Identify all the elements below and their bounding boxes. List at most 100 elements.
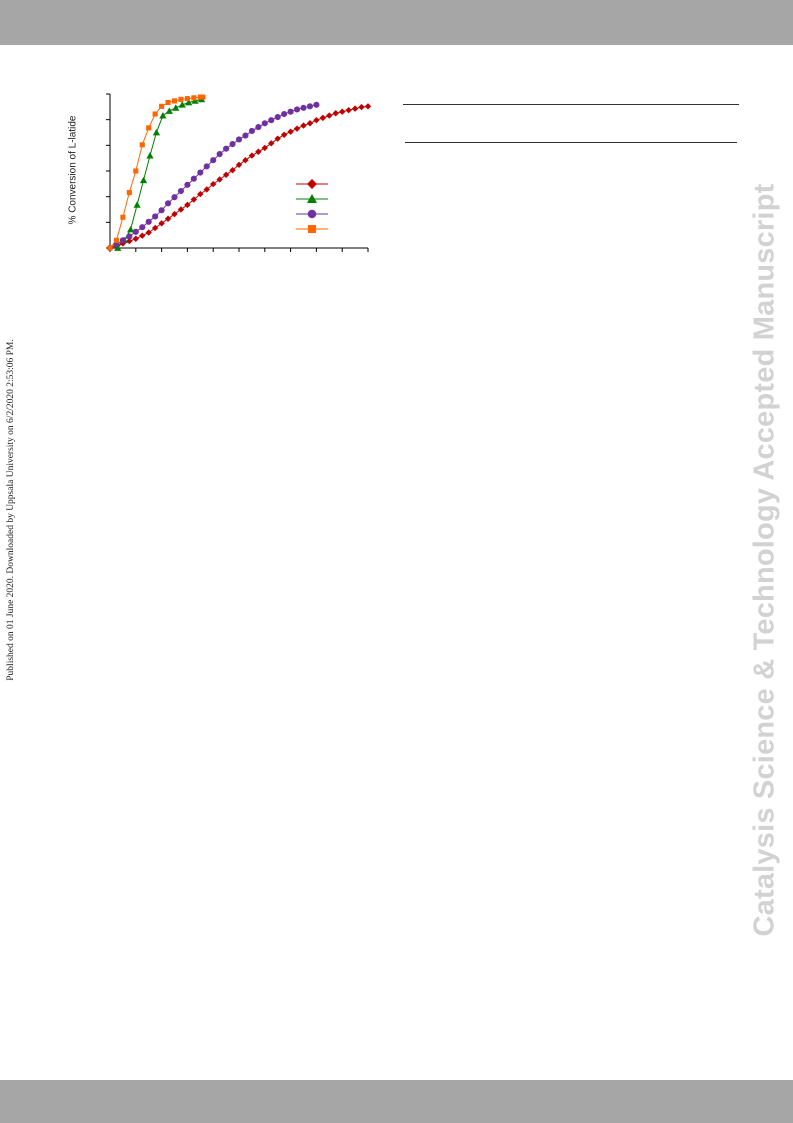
data-point-diamond: [197, 190, 204, 198]
data-point-circle: [119, 237, 126, 244]
data-point-diamond: [339, 108, 346, 115]
data-point-diamond: [210, 180, 217, 188]
data-point-circle: [210, 157, 217, 164]
data-point-square: [107, 245, 113, 251]
publication-note-text: Published on 01 June 2020. Downloaded by…: [6, 339, 16, 681]
data-point-circle: [184, 181, 191, 188]
chart-series-lines: [109, 96, 369, 249]
data-point-circle: [145, 218, 152, 225]
data-point-circle: [229, 140, 236, 148]
data-point-circle: [281, 110, 288, 118]
data-point-diamond: [345, 106, 352, 114]
data-point-circle: [171, 194, 178, 201]
data-point-triangle: [152, 128, 161, 136]
table-header-rule: [405, 142, 737, 143]
legend-marker-diamond: [307, 179, 317, 189]
data-point-square: [152, 111, 158, 117]
data-point-circle: [139, 224, 146, 231]
data-point-circle: [268, 117, 275, 124]
data-point-square: [191, 95, 197, 101]
data-point-diamond: [184, 201, 191, 209]
data-point-square: [184, 96, 190, 102]
data-point-square: [120, 214, 126, 220]
data-point-triangle: [172, 104, 180, 111]
data-point-diamond: [332, 110, 339, 117]
data-point-circle: [287, 108, 294, 115]
data-point-triangle: [185, 98, 193, 106]
data-point-circle: [313, 101, 320, 108]
data-point-diamond: [306, 120, 314, 127]
data-point-square: [200, 94, 206, 100]
data-point-triangle: [139, 176, 148, 184]
data-point-circle: [255, 124, 262, 131]
data-point-diamond: [326, 112, 333, 119]
data-point-diamond: [216, 176, 223, 183]
data-point-diamond: [293, 125, 301, 132]
data-point-triangle: [114, 244, 122, 251]
data-point-diamond: [235, 161, 243, 169]
data-point-circle: [274, 114, 281, 121]
data-point-diamond: [222, 171, 230, 179]
chart-series-markers: [106, 94, 372, 252]
data-point-circle: [197, 169, 204, 176]
bottom-footer-bar: [0, 1080, 793, 1123]
data-point-circle: [152, 213, 159, 220]
data-point-circle: [235, 136, 243, 143]
data-point-triangle: [159, 111, 167, 119]
data-point-diamond: [351, 105, 359, 112]
data-point-circle: [177, 187, 185, 195]
series-line-triangle: [117, 98, 202, 249]
data-point-diamond: [151, 224, 159, 232]
data-point-diamond: [177, 206, 185, 213]
data-point-diamond: [248, 152, 256, 159]
data-point-diamond: [268, 140, 275, 147]
data-point-diamond: [364, 103, 372, 110]
data-point-diamond: [300, 122, 307, 129]
data-point-diamond: [358, 103, 365, 111]
legend-marker-triangle: [307, 194, 317, 203]
conversion-chart: [106, 93, 372, 252]
data-point-square: [159, 103, 165, 109]
data-point-square: [165, 99, 171, 106]
data-point-diamond: [190, 196, 198, 203]
data-point-diamond: [145, 229, 152, 236]
data-point-diamond: [287, 128, 294, 135]
data-point-circle: [242, 132, 249, 139]
data-point-diamond: [139, 232, 146, 239]
data-point-triangle: [165, 107, 173, 114]
data-point-square: [113, 237, 120, 243]
top-header-bar: [0, 0, 793, 45]
legend-marker-square: [308, 225, 316, 233]
data-point-diamond: [313, 116, 320, 124]
data-point-square: [133, 168, 139, 174]
data-point-triangle: [178, 101, 186, 108]
legend-marker-circle: [307, 209, 317, 219]
data-point-square: [139, 142, 145, 148]
data-point-diamond: [164, 215, 172, 222]
data-point-triangle: [191, 97, 199, 104]
data-point-square: [146, 125, 152, 131]
data-point-square: [178, 96, 184, 102]
data-point-triangle: [127, 225, 135, 233]
data-point-square: [197, 94, 203, 100]
table-top-rule: [403, 104, 739, 105]
data-point-diamond: [229, 167, 236, 174]
data-point-circle: [300, 104, 307, 111]
data-point-triangle: [146, 152, 154, 159]
data-point-circle: [261, 120, 268, 127]
data-point-diamond: [261, 144, 268, 152]
data-point-circle: [158, 207, 165, 214]
data-point-square: [126, 190, 132, 196]
data-point-diamond: [171, 210, 178, 218]
data-point-circle: [132, 228, 139, 235]
data-point-circle: [164, 200, 172, 207]
data-point-circle: [223, 145, 230, 152]
data-point-diamond: [274, 135, 281, 142]
data-point-diamond: [255, 148, 262, 155]
chart-legend: [296, 179, 328, 233]
data-point-diamond: [158, 220, 165, 227]
data-point-square: [171, 98, 178, 104]
data-point-circle: [306, 103, 314, 110]
data-point-circle: [203, 163, 210, 170]
data-point-diamond: [203, 186, 210, 193]
